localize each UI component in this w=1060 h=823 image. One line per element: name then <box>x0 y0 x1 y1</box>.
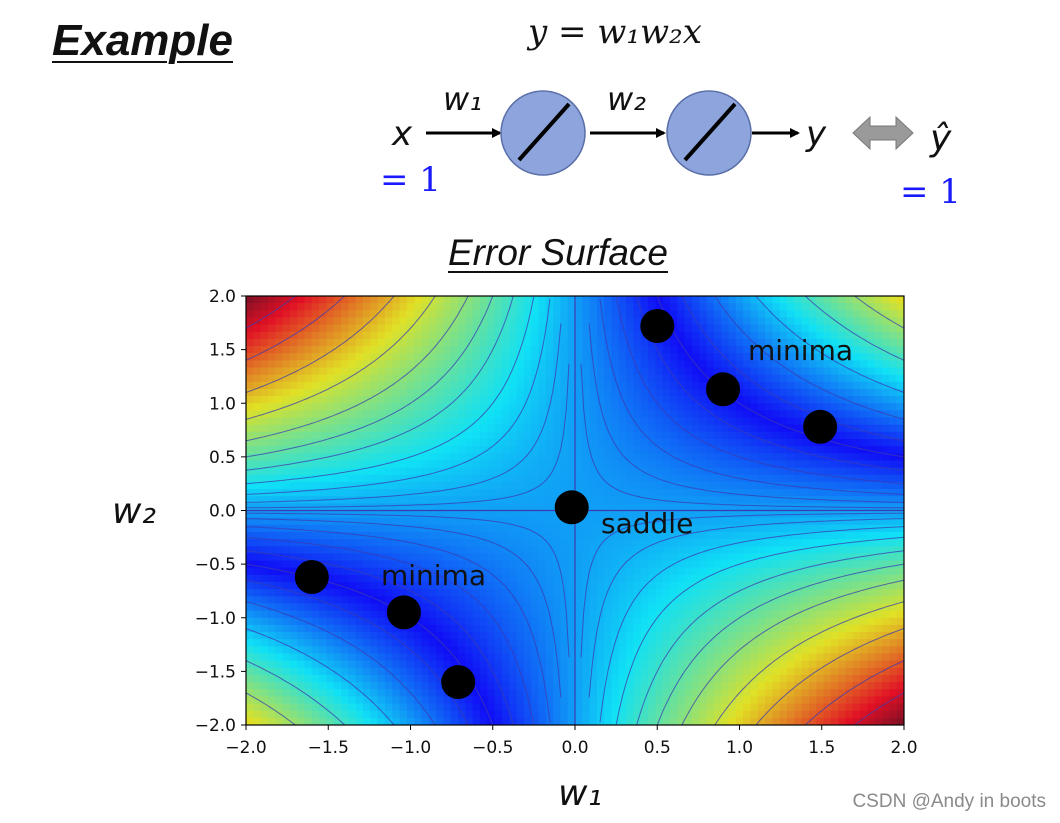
target-yhat-label: ŷ <box>929 118 952 159</box>
watermark: CSDN @Andy in boots <box>852 791 1046 812</box>
y-tick-label: −1.5 <box>195 662 236 682</box>
y-tick-label: −1.0 <box>195 609 236 629</box>
w2-label: w₂ <box>607 80 646 118</box>
y-tick-label: 0.5 <box>209 448 236 468</box>
critical-point-2 <box>706 372 740 407</box>
critical-point-4 <box>554 490 589 525</box>
y-tick-label: 1.5 <box>209 341 236 361</box>
x-tick-label: −2.0 <box>225 738 266 758</box>
x-tick-label: −1.5 <box>308 738 349 758</box>
input-value: = 1 <box>380 160 441 200</box>
critical-point-3 <box>803 409 838 444</box>
w1-label: w₁ <box>443 80 482 118</box>
neuron-1 <box>500 90 586 176</box>
network-diagram: x w₁ w₂ y ŷ <box>391 80 952 176</box>
annotation-minima-lower: minima <box>381 559 486 592</box>
x-tick-label: 1.0 <box>726 738 753 758</box>
surface-title: Error Surface <box>448 232 669 273</box>
x-tick-label: 2.0 <box>890 738 917 758</box>
target-value: = 1 <box>900 172 961 212</box>
surface-heatmap <box>246 296 904 725</box>
x-axis-label: w₁ <box>558 773 602 814</box>
critical-point-6 <box>386 595 421 630</box>
annotation-saddle: saddle <box>601 507 693 540</box>
x-tick-label: 1.5 <box>808 738 835 758</box>
y-tick-label: 1.0 <box>209 394 236 414</box>
page-title: Example <box>52 16 233 65</box>
critical-point-1 <box>640 309 675 343</box>
annotation-minima-upper: minima <box>748 334 853 367</box>
x-tick-label: −0.5 <box>472 738 513 758</box>
x-tick-label: 0.0 <box>561 738 588 758</box>
x-tick-label: −1.0 <box>390 738 431 758</box>
y-tick-label: 0.0 <box>209 502 236 522</box>
neuron-2 <box>666 90 752 176</box>
y-tick-label: −2.0 <box>195 716 236 736</box>
model-equation: y = w₁w₂x <box>528 12 702 52</box>
output-y-label: y <box>805 114 827 154</box>
y-tick-label: 2.0 <box>209 287 236 307</box>
double-arrow-icon <box>852 115 914 151</box>
critical-point-7 <box>441 665 476 700</box>
y-axis-label: w₂ <box>112 491 156 532</box>
critical-point-5 <box>294 560 329 594</box>
y-tick-label: −0.5 <box>195 555 236 575</box>
input-x-label: x <box>391 114 413 154</box>
x-tick-label: 0.5 <box>644 738 671 758</box>
